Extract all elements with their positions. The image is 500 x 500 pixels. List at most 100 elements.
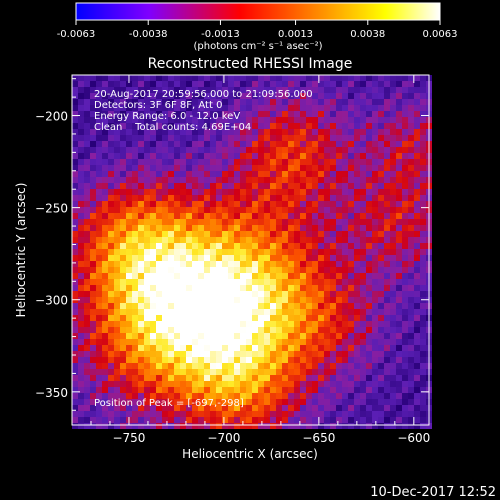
heatmap-cell [162, 147, 168, 153]
heatmap-cell [198, 123, 204, 129]
heatmap-cell [72, 363, 78, 369]
heatmap-cell [354, 171, 360, 177]
heatmap-cell [282, 393, 288, 399]
heatmap-cell [342, 171, 348, 177]
heatmap-cell [78, 207, 84, 213]
heatmap-cell [396, 351, 402, 357]
heatmap-cell [78, 285, 84, 291]
heatmap-cell [72, 309, 78, 315]
heatmap-cell [144, 129, 150, 135]
heatmap-cell [330, 243, 336, 249]
heatmap-cell [78, 105, 84, 111]
heatmap-cell [210, 201, 216, 207]
heatmap-cell [372, 75, 378, 81]
heatmap-cell [378, 279, 384, 285]
heatmap-cell [270, 81, 276, 87]
heatmap-cell [348, 327, 354, 333]
heatmap-cell [150, 177, 156, 183]
heatmap-cell [348, 411, 354, 417]
heatmap-cell [342, 339, 348, 345]
heatmap-cell [330, 75, 336, 81]
heatmap-cell [96, 303, 102, 309]
heatmap-cell [414, 375, 420, 381]
heatmap-cell [174, 285, 180, 291]
heatmap-cell [372, 423, 378, 429]
heatmap-cell [378, 273, 384, 279]
heatmap-cell [354, 357, 360, 363]
heatmap-cell [390, 177, 396, 183]
heatmap-cell [264, 207, 270, 213]
heatmap-cell [246, 195, 252, 201]
heatmap-cell [396, 303, 402, 309]
heatmap-cell [144, 291, 150, 297]
heatmap-cell [156, 165, 162, 171]
heatmap-cell [186, 339, 192, 345]
heatmap-cell [132, 135, 138, 141]
heatmap-cell [270, 399, 276, 405]
heatmap-cell [282, 375, 288, 381]
heatmap-cell [132, 399, 138, 405]
heatmap-cell [270, 387, 276, 393]
heatmap-cell [420, 261, 426, 267]
heatmap-cell [96, 237, 102, 243]
heatmap-cell [210, 111, 216, 117]
heatmap-cell [372, 213, 378, 219]
heatmap-cell [180, 351, 186, 357]
heatmap-cell [360, 417, 366, 423]
heatmap-cell [108, 363, 114, 369]
heatmap-cell [174, 153, 180, 159]
heatmap-cell [420, 123, 426, 129]
heatmap-cell [414, 159, 420, 165]
heatmap-cell [180, 261, 186, 267]
heatmap-cell [372, 267, 378, 273]
heatmap-cell [186, 273, 192, 279]
heatmap-cell [96, 369, 102, 375]
heatmap-cell [252, 267, 258, 273]
heatmap-cell [270, 423, 276, 429]
heatmap-cell [282, 87, 288, 93]
heatmap-cell [216, 405, 222, 411]
heatmap-cell [282, 105, 288, 111]
heatmap-cell [282, 213, 288, 219]
heatmap-cell [360, 165, 366, 171]
heatmap-cell [102, 93, 108, 99]
heatmap-cell [396, 261, 402, 267]
heatmap-cell [174, 231, 180, 237]
heatmap-cell [300, 327, 306, 333]
heatmap-cell [354, 393, 360, 399]
heatmap-cell [294, 255, 300, 261]
heatmap-cell [246, 321, 252, 327]
heatmap-cell [390, 327, 396, 333]
heatmap-cell [378, 171, 384, 177]
heatmap-cell [330, 423, 336, 429]
heatmap-cell [114, 135, 120, 141]
heatmap-cell [90, 189, 96, 195]
heatmap-cell [204, 255, 210, 261]
heatmap-cell [78, 189, 84, 195]
heatmap-cell [132, 141, 138, 147]
heatmap-cell [372, 105, 378, 111]
heatmap-cell [384, 279, 390, 285]
heatmap-cell [168, 399, 174, 405]
heatmap-cell [330, 93, 336, 99]
heatmap-cell [210, 369, 216, 375]
heatmap-cell [102, 159, 108, 165]
heatmap-cell [306, 393, 312, 399]
heatmap-cell [198, 105, 204, 111]
heatmap-cell [72, 417, 78, 423]
heatmap-cell [240, 363, 246, 369]
heatmap-cell [132, 111, 138, 117]
heatmap-cell [126, 393, 132, 399]
heatmap-cell [342, 201, 348, 207]
heatmap-cell [306, 309, 312, 315]
heatmap-cell [282, 153, 288, 159]
heatmap-cell [162, 309, 168, 315]
heatmap-cell [120, 117, 126, 123]
heatmap-cell [84, 357, 90, 363]
heatmap-cell [372, 279, 378, 285]
heatmap-cell [288, 171, 294, 177]
heatmap-cell [108, 123, 114, 129]
heatmap-cell [270, 411, 276, 417]
heatmap-cell [120, 411, 126, 417]
heatmap-cell [204, 423, 210, 429]
